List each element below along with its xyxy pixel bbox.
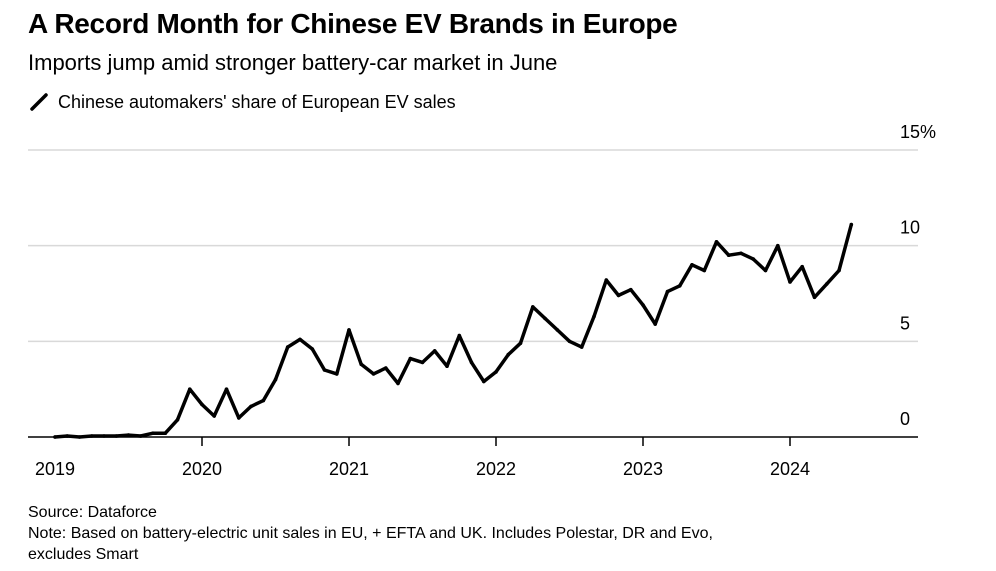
y-tick-label-0: 0 — [900, 409, 910, 429]
data-point — [138, 434, 143, 438]
data-point — [482, 379, 486, 384]
data-point — [126, 433, 131, 437]
data-point — [518, 341, 523, 346]
data-point — [788, 280, 792, 284]
data-point — [114, 434, 119, 438]
data-point — [714, 240, 719, 244]
data-point — [188, 387, 192, 392]
data-point — [726, 253, 731, 257]
data-point — [335, 372, 339, 376]
data-point — [102, 434, 106, 438]
data-point — [665, 289, 670, 294]
data-point — [249, 404, 253, 409]
data-point — [359, 362, 364, 367]
data-point — [53, 435, 57, 439]
x-tick-label-2024: 2024 — [770, 459, 810, 479]
data-point — [494, 370, 498, 374]
data-point — [629, 287, 633, 292]
data-point — [200, 402, 204, 407]
gridlines — [28, 149, 918, 343]
data-point — [592, 314, 596, 319]
data-point — [678, 284, 682, 288]
data-point — [555, 328, 560, 332]
data-point — [445, 364, 449, 369]
data-point — [763, 268, 768, 273]
data-point — [641, 303, 645, 307]
data-point — [751, 257, 756, 261]
data-point — [531, 305, 535, 309]
source-note: Source: Dataforce — [28, 504, 157, 521]
data-point — [825, 282, 829, 286]
data-point — [469, 360, 474, 365]
data-point — [432, 349, 437, 353]
data-point — [776, 243, 780, 248]
data-point — [506, 352, 511, 357]
data-point — [384, 366, 388, 370]
x-axis: 2019 2020 2021 2022 2023 2024 — [28, 436, 918, 479]
data-point — [273, 377, 278, 382]
data-point — [579, 345, 584, 349]
data-point — [457, 333, 462, 338]
legend: Chinese automakers' share of European EV… — [28, 91, 456, 113]
data-point — [420, 360, 425, 365]
data-point — [800, 264, 804, 269]
data-point — [261, 398, 266, 403]
data-point — [396, 381, 400, 386]
legend-label: Chinese automakers' share of European EV… — [58, 91, 456, 112]
data-point — [543, 316, 547, 321]
data-point — [616, 293, 621, 298]
data-point — [151, 431, 155, 436]
x-tick-label-2023: 2023 — [623, 459, 663, 479]
data-point — [322, 368, 327, 372]
x-tick-label-2019: 2019 — [35, 459, 75, 479]
chart-title: A Record Month for Chinese EV Brands in … — [28, 8, 678, 39]
data-point — [175, 418, 180, 422]
data-point — [739, 251, 743, 256]
data-point — [837, 268, 841, 273]
data-point — [298, 337, 302, 342]
chart-subtitle: Imports jump amid stronger battery-car m… — [28, 50, 558, 75]
data-point — [90, 434, 94, 438]
data-point — [604, 278, 609, 282]
data-point — [812, 295, 817, 300]
data-point — [237, 416, 241, 420]
data-point — [690, 263, 694, 267]
data-point — [212, 414, 216, 418]
x-tick-label-2022: 2022 — [476, 459, 516, 479]
footnote-line-2: excludes Smart — [28, 546, 139, 563]
footer: Source: Dataforce Note: Based on battery… — [28, 502, 928, 565]
y-tick-label-15: 15% — [900, 122, 936, 142]
series-layer — [53, 222, 854, 439]
legend-line-swatch-icon — [30, 93, 48, 111]
data-point — [371, 372, 376, 376]
data-point — [653, 322, 657, 326]
x-tick-label-2020: 2020 — [182, 459, 222, 479]
data-point — [285, 345, 290, 349]
data-point — [224, 387, 229, 392]
y-tick-label-10: 10 — [900, 218, 920, 238]
y-axis-tick-labels: 0 5 10 15% — [900, 122, 936, 429]
data-point — [163, 431, 168, 436]
data-point — [567, 339, 572, 344]
data-point — [310, 347, 315, 351]
data-point — [849, 222, 854, 227]
data-point — [408, 356, 413, 361]
y-tick-label-5: 5 — [900, 313, 910, 333]
data-point — [702, 268, 707, 273]
data-point — [65, 434, 69, 438]
data-point — [77, 435, 82, 439]
series-line-0 — [53, 222, 854, 439]
data-point — [347, 328, 351, 332]
x-tick-label-2021: 2021 — [329, 459, 369, 479]
footnote-line-1: Note: Based on battery-electric unit sal… — [28, 525, 713, 542]
